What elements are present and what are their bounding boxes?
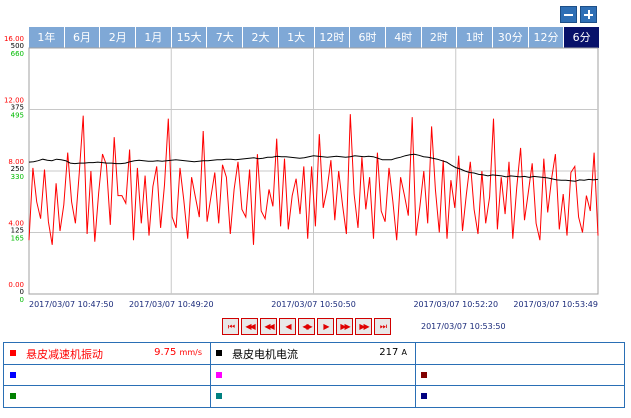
legend-cell — [4, 386, 211, 407]
range-tab[interactable]: 1月 — [136, 27, 172, 48]
navigation-toolbar: ⏮ ◀◀ ◀◀ ◀ ◀▶ ▶ ▶▶ ▶▶ ⏭ — [222, 318, 391, 335]
legend-unit: mm/s — [179, 348, 202, 357]
x-tick-label: 2017/03/07 10:49:20 — [129, 300, 214, 309]
legend-cell — [415, 365, 624, 386]
legend-table: 悬皮减速机振动 9.75 mm/s 悬皮电机电流 217 A — [3, 342, 625, 408]
next-step-button[interactable]: ▶▶ — [336, 318, 353, 335]
range-tabs: 1年 6月 2月 1月 15大 7大 2大 1大 12时 6时 4时 2时 1时 30分 12分 6分 — [29, 27, 599, 48]
y-tick-label: 0.00 — [8, 281, 24, 289]
prev-page-button[interactable]: ◀◀ — [241, 318, 258, 335]
legend-swatch — [216, 372, 222, 378]
legend-cell — [210, 365, 416, 386]
y-tick-label: 330 — [11, 173, 24, 181]
y-tick-label: 12.00 — [4, 97, 24, 105]
y-tick-label: 0 — [20, 288, 24, 296]
first-page-button[interactable]: ⏮ — [222, 318, 239, 335]
x-tick-label: 2017/03/07 10:50:50 — [271, 300, 356, 309]
legend-swatch — [216, 393, 222, 399]
y-tick-label: 0 — [20, 296, 24, 304]
range-tab[interactable]: 6月 — [64, 27, 101, 48]
range-tab[interactable]: 15大 — [171, 27, 208, 48]
legend-swatch — [10, 350, 16, 356]
legend-value-number: 217 — [379, 347, 399, 358]
range-tab[interactable]: 12分 — [528, 27, 565, 48]
next-page-button[interactable]: ▶▶ — [355, 318, 372, 335]
x-tick-label: 2017/03/07 10:53:49 — [513, 300, 598, 309]
prev-step-button[interactable]: ◀◀ — [260, 318, 277, 335]
range-tab[interactable]: 6分 — [564, 27, 599, 48]
legend-swatch — [10, 372, 16, 378]
y-tick-label: 125 — [11, 227, 24, 235]
y-tick-label: 250 — [11, 165, 24, 173]
y-tick-label: 375 — [11, 104, 24, 112]
legend-cell: 悬皮减速机振动 9.75 mm/s — [4, 343, 211, 364]
prev-button[interactable]: ◀ — [279, 318, 296, 335]
trend-chart: 0.00 4.00 8.00 12.00 16.00 0 125 250 375 500 0 165 3… — [4, 35, 599, 309]
range-tab[interactable]: 2月 — [100, 27, 137, 48]
legend-series-name: 悬皮电机电流 — [232, 348, 298, 361]
y-tick-label: 660 — [11, 50, 24, 58]
y-tick-label: 4.00 — [8, 220, 24, 228]
expand-button[interactable]: ◀▶ — [298, 318, 315, 335]
legend-cell — [415, 343, 624, 364]
range-tab[interactable]: 2时 — [421, 27, 458, 48]
legend-cell — [4, 365, 211, 386]
x-tick-label: 2017/03/07 10:52:20 — [413, 300, 498, 309]
y-tick-label: 8.00 — [8, 158, 24, 166]
cursor-time: 2017/03/07 10:53:50 — [421, 322, 506, 331]
zoom-out-button[interactable] — [560, 6, 577, 23]
x-tick-label: 2017/03/07 10:47:50 — [29, 300, 114, 309]
range-tab[interactable]: 6时 — [350, 27, 386, 48]
range-tab[interactable]: 1时 — [457, 27, 493, 48]
series-line-0 — [28, 114, 599, 245]
legend-series-name: 悬皮减速机振动 — [26, 348, 103, 361]
legend-value: 9.75 mm/s — [154, 347, 202, 358]
legend-row — [4, 385, 624, 407]
y-tick-label: 165 — [11, 235, 24, 243]
legend-cell: 悬皮电机电流 217 A — [210, 343, 416, 364]
legend-row: 悬皮减速机振动 9.75 mm/s 悬皮电机电流 217 A — [4, 343, 624, 364]
y-tick-label: 500 — [11, 42, 24, 50]
legend-swatch — [421, 393, 427, 399]
y-tick-label: 16.00 — [4, 35, 24, 43]
legend-cell — [210, 386, 416, 407]
range-tab[interactable]: 12时 — [314, 27, 351, 48]
y-tick-label: 495 — [11, 112, 24, 120]
range-tab[interactable]: 4时 — [385, 27, 422, 48]
legend-swatch — [10, 393, 16, 399]
next-button[interactable]: ▶ — [317, 318, 334, 335]
legend-cell — [415, 386, 624, 407]
last-page-button[interactable]: ⏭ — [374, 318, 391, 335]
legend-value: 217 A — [379, 347, 407, 358]
series-line-1 — [28, 153, 599, 182]
legend-row — [4, 364, 624, 386]
range-tab[interactable]: 7大 — [207, 27, 244, 48]
range-tab[interactable]: 1大 — [278, 27, 315, 48]
range-tab[interactable]: 2大 — [243, 27, 279, 48]
legend-unit: A — [401, 348, 407, 357]
range-tab[interactable]: 1年 — [29, 27, 65, 48]
range-tab[interactable]: 30分 — [492, 27, 529, 48]
legend-value-number: 9.75 — [154, 347, 177, 358]
legend-swatch — [421, 372, 427, 378]
zoom-in-button[interactable] — [580, 6, 597, 23]
legend-swatch — [216, 350, 222, 356]
